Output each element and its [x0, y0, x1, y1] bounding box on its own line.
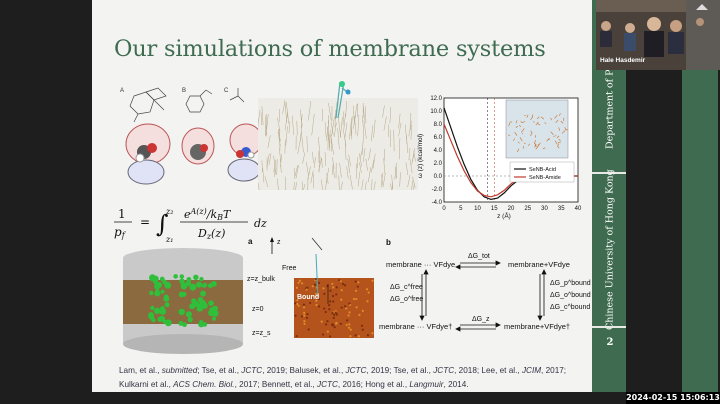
- permeability-equation: 1 pf = ∫ z₂ z₁ eA(z)/kBT Dz(z) dz: [114, 207, 267, 244]
- panel-a-z0: z=0: [252, 306, 264, 313]
- svg-text:1: 1: [118, 207, 126, 221]
- slide-title: Our simulations of membrane systems: [114, 36, 546, 62]
- cycle-dg-tot: ΔG_tot: [468, 253, 490, 260]
- panel-a-bound: Bound: [297, 294, 320, 301]
- panel-a: a: [248, 237, 374, 338]
- pmf-legend-label: SeNB-Acid: [529, 167, 556, 173]
- channel-snapshot: [123, 248, 243, 354]
- pmf-ytick-label: 8.0: [434, 122, 443, 128]
- cycle-top-right: membrane+VFdye: [508, 260, 570, 269]
- pmf-xtick-label: 30: [541, 206, 548, 212]
- sidebar-university: Chinese University of Hong Kong: [604, 169, 616, 331]
- pmf-xtick-label: 0: [442, 206, 446, 212]
- cycle-bottom-left: membrane ··· VFdye†: [379, 322, 453, 331]
- panel-a-z-axis: z: [277, 239, 281, 246]
- pmf-xtick-label: 25: [524, 206, 531, 212]
- webcam-feed: [596, 0, 720, 70]
- cycle-dg-p-bound: ΔG_p^bound: [550, 280, 591, 287]
- pmf-ylabel: ω (z) (kcal/mol): [417, 134, 424, 178]
- cycle-dg-o-free: ΔG_o^free: [390, 296, 424, 303]
- molecule-label-b: B: [182, 88, 186, 94]
- panel-a-zs: z=z_s: [252, 330, 271, 337]
- svg-text:Dz(z): Dz(z): [197, 227, 225, 241]
- svg-text:z₁: z₁: [165, 235, 173, 244]
- svg-text:z₂: z₂: [165, 207, 173, 216]
- slide-page-number: 2: [606, 337, 614, 348]
- svg-text:dz: dz: [254, 217, 267, 230]
- cycle-bottom-right: membrane+VFdye†: [504, 322, 571, 331]
- panel-b-letter: b: [386, 238, 391, 247]
- pmf-inset-box: [505, 99, 569, 159]
- pmf-ytick-label: 12.0: [430, 96, 442, 102]
- pmf-ytick-label: 10.0: [430, 109, 442, 115]
- pmf-xtick-label: 15: [491, 206, 498, 212]
- svg-text:∫: ∫: [156, 210, 169, 238]
- svg-text:eA(z)/kBT: eA(z)/kBT: [184, 207, 232, 222]
- svg-text:=: =: [140, 215, 150, 229]
- cycle-dg-c-bound: ΔG_c^bound: [550, 304, 591, 311]
- svg-text:pf: pf: [114, 225, 127, 240]
- molecule-label-c: C: [224, 88, 229, 94]
- pmf-xtick-label: 35: [558, 206, 565, 212]
- webcam-participant-name: Hale Hasdemir: [600, 57, 646, 64]
- cycle-arrows: [419, 260, 547, 332]
- cycle-dg-c-free: ΔG_c^free: [390, 284, 423, 291]
- pmf-xtick-label: 40: [575, 206, 582, 212]
- webcam-image: [596, 0, 720, 70]
- cycle-top-left: membrane ··· VFdye: [386, 260, 456, 269]
- molecule-label-a: A: [120, 88, 124, 94]
- panel-a-letter: a: [248, 237, 253, 246]
- pmf-legend-label: SeNB-Amide: [529, 175, 561, 181]
- cycle-dg-o-bound: ΔG_o^bound: [550, 292, 591, 299]
- presentation-slide: Our simulations of membrane systems A B …: [92, 0, 626, 392]
- pmf-xlabel: z (Å): [497, 211, 511, 220]
- pmf-ytick-label: -4.0: [432, 200, 443, 206]
- molecule-figure: A B C: [120, 87, 263, 185]
- sidebar-divider: [592, 172, 626, 174]
- panel-a-zbulk: z=z_bulk: [247, 276, 275, 283]
- pmf-xtick-label: 20: [508, 206, 515, 212]
- sidebar-divider-2: [592, 326, 626, 328]
- citation-references: Lam, et al., submitted; Tse, et al., JCT…: [119, 366, 567, 389]
- pmf-ytick-label: -2.0: [432, 187, 443, 193]
- pmf-ytick-label: 4.0: [434, 148, 443, 154]
- pmf-xtick-label: 10: [474, 206, 481, 212]
- membrane-snapshot: [258, 81, 418, 190]
- pmf-xtick-label: 5: [459, 206, 463, 212]
- pmf-ytick-label: 6.0: [434, 135, 443, 141]
- pmf-ytick-label: 0.0: [434, 174, 443, 180]
- cycle-dg-z: ΔG_z: [472, 316, 490, 323]
- pmf-chart: 0 5 10 15 20 25 30 35 40 -4.0 -2.0 0.0 2.0 4.0 6.0 8.0 1…: [417, 96, 582, 220]
- pmf-ytick-label: 2.0: [434, 161, 443, 167]
- panel-a-free: Free: [282, 265, 297, 272]
- recording-timestamp: 2024-02-15 15:06:13: [626, 392, 720, 404]
